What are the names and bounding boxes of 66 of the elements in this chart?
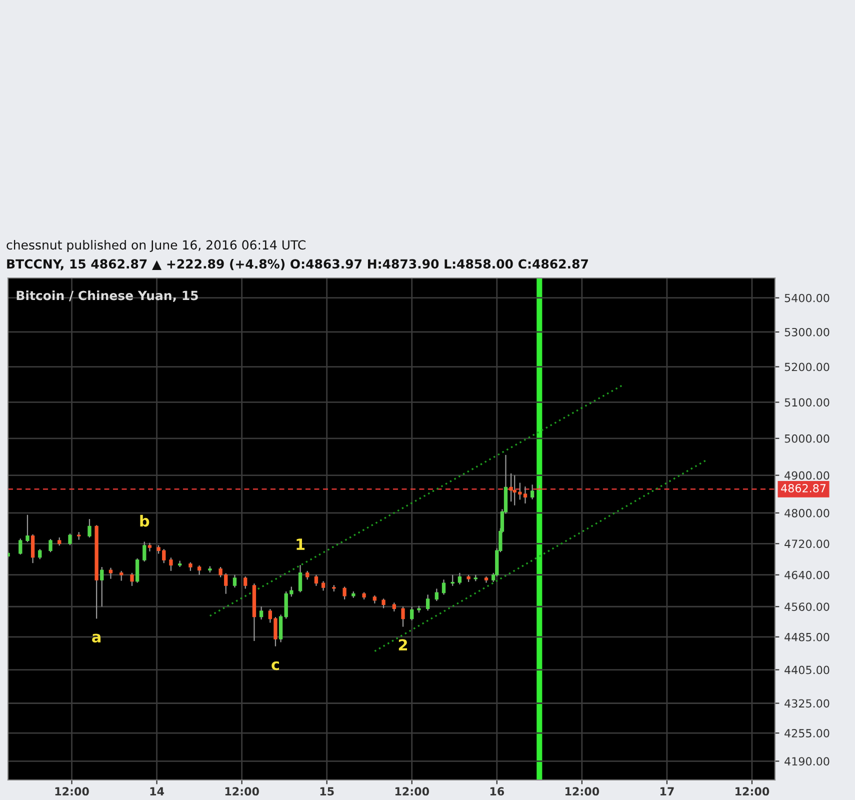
candlestick [442, 579, 446, 596]
candlestick [135, 558, 140, 584]
x-tick-label: 12:00 [736, 787, 770, 796]
candlestick [108, 567, 113, 580]
y-tick-label: 4900.00 [784, 471, 830, 480]
candlestick [458, 572, 462, 585]
x-tick-label: 15 [320, 787, 334, 796]
y-tick-label: 4720.00 [784, 540, 830, 548]
candlestick [18, 538, 22, 556]
candlestick [401, 606, 405, 628]
annotation: 2 [398, 639, 407, 650]
x-tick-label: 16 [490, 787, 504, 796]
candlestick [382, 598, 386, 609]
text: Bitcoin / Chinese Yuan, 15 [16, 290, 198, 302]
text: chessnut published on June 16, 2016 06:14 UTC [6, 240, 306, 252]
annotation: b [140, 514, 150, 527]
x-tick-label: 12:00 [225, 787, 259, 796]
candlestick [434, 588, 439, 602]
y-tick-label: 4560.00 [784, 602, 830, 611]
y-tick-label: 4255.00 [784, 729, 830, 738]
x-tick-label: 17 [660, 787, 674, 796]
candlestick [142, 541, 146, 562]
y-tick-label: 5400.00 [784, 294, 830, 302]
annotation: 1 [296, 538, 305, 550]
candlestick [88, 518, 92, 538]
y-tick-label: 4405.00 [784, 666, 830, 674]
candlestick [342, 586, 346, 600]
candlestick [130, 572, 134, 586]
candlestick [30, 534, 35, 564]
text: BTCCNY, 15 4862.87 ▲ +222.89 (+4.8%) O:4863.97 H:4873.90 L:4858.00 C:4862.87 [7, 258, 588, 270]
candlestick [298, 564, 302, 593]
candlestick [259, 606, 264, 620]
candlestick [26, 514, 30, 543]
candlestick [169, 557, 173, 572]
candlestick [68, 533, 72, 546]
ref-line-label: 4862.87 [781, 484, 826, 492]
y-tick-label: 4800.00 [784, 508, 830, 518]
y-tick-label: 4190.00 [784, 757, 830, 766]
x-tick-label: 14 [150, 787, 164, 796]
candlestick [197, 564, 202, 576]
candlestick [410, 606, 414, 621]
y-tick-label: 5200.00 [784, 362, 830, 372]
candlestick [321, 580, 326, 592]
y-tick-label: 4485.00 [784, 632, 830, 642]
x-tick-label: 12:00 [395, 787, 430, 796]
candlestick [100, 566, 104, 608]
y-tick-label: 5300.00 [784, 328, 830, 336]
annotation: c [272, 661, 279, 670]
candlestick [38, 548, 42, 560]
x-tick-label: 12:00 [55, 787, 89, 796]
candlestick [314, 574, 318, 586]
candlestick [530, 484, 534, 500]
candlestick [244, 576, 248, 590]
y-tick-label: 5000.00 [784, 434, 830, 443]
candlestick [278, 614, 283, 643]
y-tick-label: 4640.00 [784, 570, 830, 580]
candlestick [120, 570, 124, 582]
candlestick [232, 574, 237, 588]
x-tick-label: 12:00 [565, 787, 600, 796]
y-tick-label: 5100.00 [784, 398, 830, 407]
annotation: a [92, 634, 101, 643]
candlestick [426, 594, 430, 612]
y-tick-label: 4325.00 [784, 699, 830, 708]
candlestick [509, 472, 513, 502]
candlestick [48, 538, 52, 553]
candlestick [450, 574, 454, 586]
